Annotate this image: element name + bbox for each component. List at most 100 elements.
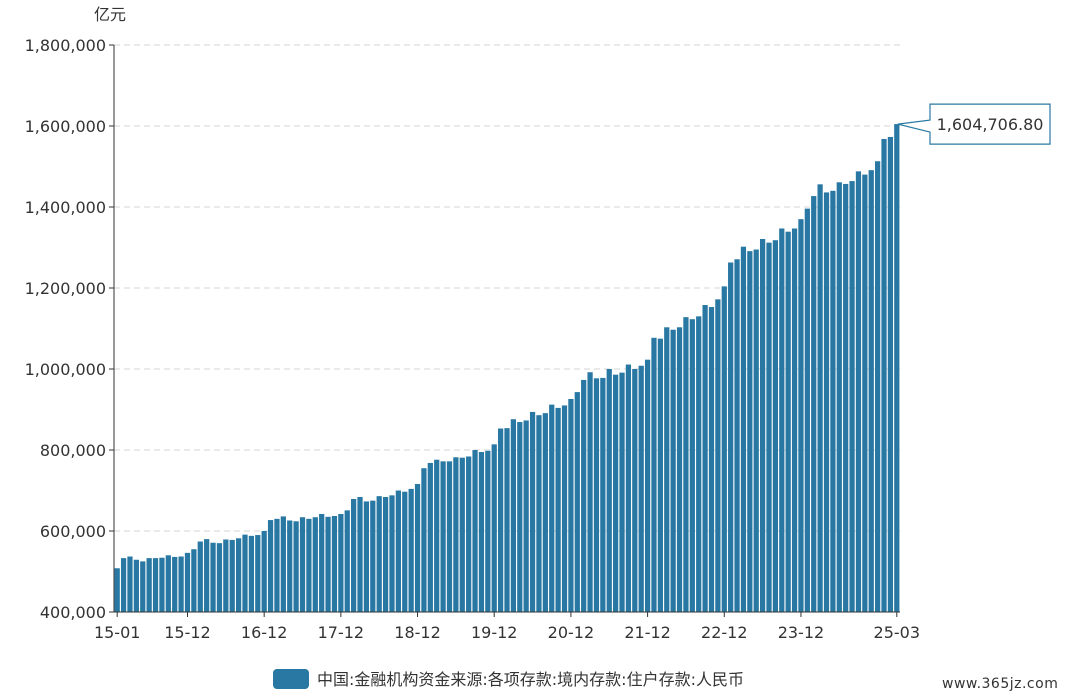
bar (459, 457, 465, 612)
x-tick-label: 18-12 (394, 623, 441, 642)
bar (370, 500, 376, 613)
bar (759, 239, 766, 612)
bar (804, 208, 810, 612)
bar (875, 161, 881, 613)
bar (287, 520, 293, 612)
bar (466, 456, 472, 612)
bar (753, 249, 759, 612)
bar (184, 552, 191, 612)
y-axis-unit: 亿元 (94, 5, 126, 24)
y-axis-ticks: 400,000 600,000 800,000 1,000,000 1,200,000 1… (25, 36, 114, 622)
bar (728, 262, 734, 612)
bar (644, 359, 651, 612)
bar (363, 501, 370, 612)
x-tick-label: 23-12 (778, 623, 825, 642)
bar (657, 338, 663, 613)
bar (676, 327, 683, 612)
bar (120, 558, 127, 612)
bar (491, 444, 497, 612)
bar (235, 538, 242, 612)
x-tick-label: 25-03 (874, 623, 921, 642)
value-callout: 1,604,706.80 (897, 103, 1051, 145)
bar (791, 228, 798, 612)
bar (689, 319, 695, 612)
bar (146, 558, 152, 612)
bar (140, 561, 146, 613)
bar (414, 484, 421, 612)
bar (114, 568, 120, 612)
legend-swatch (273, 669, 309, 689)
y-tick-label: 1,000,000 (25, 360, 106, 379)
bar (440, 461, 446, 612)
x-axis-ticks: 15-01 15-12 16-12 17-12 18-12 19-12 20-12 21-12… (94, 612, 920, 642)
gridlines (114, 44, 900, 532)
bar (843, 183, 849, 613)
bar (312, 517, 318, 612)
bar (248, 535, 255, 612)
bar (683, 317, 689, 612)
bar (299, 517, 306, 612)
bar (478, 452, 485, 612)
bar (133, 559, 139, 612)
bar (670, 329, 676, 612)
bar (229, 539, 235, 612)
x-tick-label: 16-12 (241, 623, 288, 642)
bar (216, 543, 223, 612)
bar (280, 516, 286, 612)
bar (836, 182, 842, 613)
bar (887, 136, 894, 612)
bar (338, 513, 344, 612)
legend[interactable]: 中国:金融机构资金来源:各项存款:境内存款:住户存款:人民币 (273, 669, 744, 689)
bar (619, 372, 625, 612)
bar (849, 181, 855, 612)
bar (357, 496, 363, 612)
bar (817, 184, 823, 612)
bar (581, 379, 587, 612)
y-tick-label: 600,000 (40, 522, 106, 541)
bar (274, 518, 280, 612)
x-tick-label: 21-12 (624, 623, 671, 642)
bar (855, 171, 862, 613)
bar (127, 556, 133, 612)
bar (600, 377, 606, 612)
y-tick-label: 1,200,000 (25, 279, 106, 298)
bar (862, 174, 868, 612)
bar (574, 392, 580, 612)
bar (561, 405, 568, 612)
x-tick-label: 15-12 (164, 623, 211, 642)
bar (382, 496, 389, 612)
y-tick-label: 1,400,000 (25, 198, 106, 217)
bar (159, 557, 165, 612)
bar (529, 411, 536, 612)
bar (331, 516, 338, 612)
bar (504, 428, 510, 612)
bar (568, 398, 574, 612)
bar (497, 428, 504, 612)
bar (389, 495, 395, 612)
bar (625, 364, 632, 612)
bar (510, 419, 517, 612)
bar (651, 337, 657, 612)
bar (427, 462, 433, 612)
x-tick-label: 20-12 (548, 623, 595, 642)
bar (165, 555, 171, 612)
bar (823, 192, 830, 613)
bar (242, 534, 248, 612)
bar (779, 228, 785, 612)
bar (555, 407, 561, 612)
bar (785, 231, 791, 612)
y-tick-label: 400,000 (40, 603, 106, 622)
bar (721, 286, 727, 612)
bar (204, 539, 210, 612)
bar (376, 496, 382, 612)
bar (351, 499, 357, 612)
bar (178, 556, 184, 612)
bar (267, 520, 274, 612)
bar (772, 240, 779, 612)
x-tick-label: 17-12 (318, 623, 365, 642)
bar (549, 404, 555, 612)
bar (472, 450, 478, 612)
bar (664, 327, 670, 612)
bar (734, 259, 740, 612)
